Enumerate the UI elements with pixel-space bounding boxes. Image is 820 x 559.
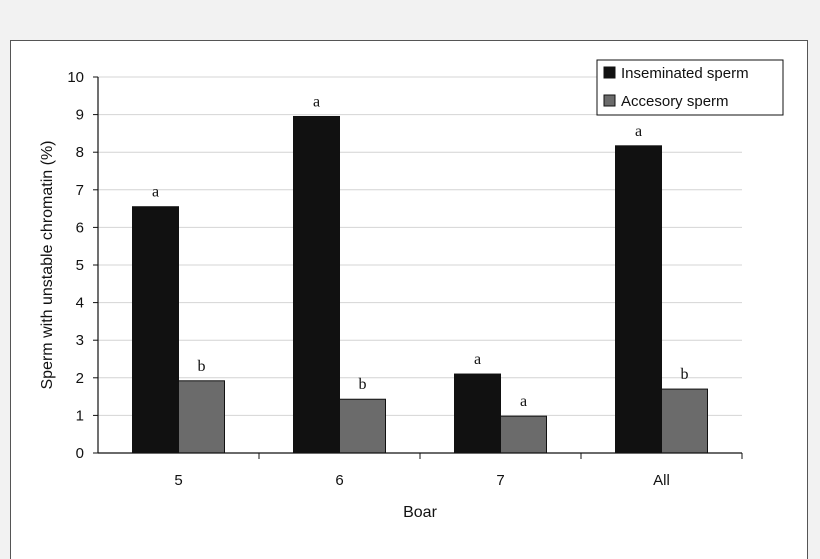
bar-significance-label: b <box>198 358 206 375</box>
bar-accesory <box>339 398 386 454</box>
y-tick-labels: 0 1 2 3 4 5 6 7 8 9 10 <box>67 69 84 462</box>
y-tick-label: 9 <box>76 107 84 124</box>
bar-significance-label: a <box>313 93 320 110</box>
legend: Inseminated sperm Accesory sperm <box>596 59 784 116</box>
y-tick-label: 0 <box>76 445 84 462</box>
x-tick-label: All <box>653 472 670 489</box>
y-tick-label: 4 <box>76 295 84 312</box>
legend-swatch-inseminated <box>603 66 616 79</box>
bar-inseminated <box>454 373 501 454</box>
y-tick-label: 6 <box>76 219 84 236</box>
x-axis-title: Boar <box>403 504 437 521</box>
y-tick-label: 8 <box>76 144 84 161</box>
x-tick-label: 7 <box>496 472 504 489</box>
y-axis-title: Sperm with unstable chromatin (%) <box>39 141 56 390</box>
y-tick-label: 10 <box>67 69 84 86</box>
bar-significance-label: a <box>520 393 527 410</box>
axes <box>93 76 743 459</box>
legend-box <box>596 59 784 116</box>
x-tick-label: 6 <box>335 472 343 489</box>
y-tick-label: 3 <box>76 332 84 349</box>
bar-inseminated <box>132 206 179 454</box>
bar-inseminated <box>615 145 662 454</box>
y-tick-label: 7 <box>76 182 84 199</box>
y-tick-label: 2 <box>76 370 84 387</box>
legend-label-inseminated: Inseminated sperm <box>621 65 749 82</box>
bar-accesory <box>178 380 225 454</box>
x-tick-labels: 5 6 7 All <box>174 472 670 489</box>
legend-label-accesory: Accesory sperm <box>621 93 729 110</box>
bar-significance-label: b <box>681 366 689 383</box>
legend-swatch-accesory <box>603 94 616 107</box>
bars: a b a b a a a b <box>132 93 708 454</box>
bar-significance-label: b <box>359 376 367 393</box>
x-tick-label: 5 <box>174 472 182 489</box>
bar-accesory <box>661 388 708 454</box>
y-tick-label: 5 <box>76 257 84 274</box>
y-tick-label: 1 <box>76 407 84 424</box>
bar-accesory <box>500 415 547 454</box>
bar-inseminated <box>293 115 340 454</box>
bar-significance-label: a <box>152 184 159 201</box>
bar-significance-label: a <box>474 351 481 368</box>
bar-significance-label: a <box>635 123 642 140</box>
